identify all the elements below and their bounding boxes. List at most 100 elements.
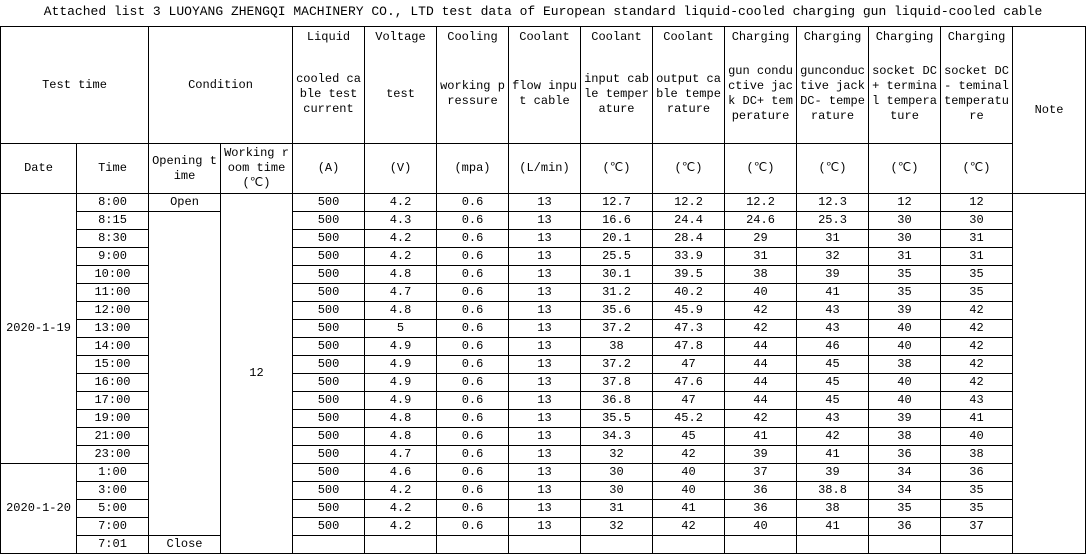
value-cell: 39 <box>868 409 941 428</box>
data-row: 3:00 500 4.2 0.6 13 30 40 36 38.8 34 35 <box>1 481 1086 500</box>
column-label: Coolant <box>663 30 714 44</box>
value-cell: 35.6 <box>580 301 653 320</box>
value-cell: 30 <box>940 211 1013 230</box>
value-cell <box>796 535 869 554</box>
value-cell: 47.8 <box>652 337 725 356</box>
value-cell: 31 <box>868 247 941 266</box>
column-label: Charging <box>947 30 1006 44</box>
value-cell: 45 <box>652 427 725 446</box>
data-row: 19:00 500 4.8 0.6 13 35.5 45.2 42 43 39 41 <box>1 409 1086 428</box>
value-cell: 500 <box>292 481 365 500</box>
value-cell: 13 <box>508 265 581 284</box>
header-row: Date Time Opening time Working room time(℃)… <box>0 143 1086 194</box>
opening-cell: Close <box>148 535 221 554</box>
header-cell: Date <box>0 143 77 194</box>
value-cell: 37.2 <box>580 319 653 338</box>
time-cell: 8:30 <box>76 229 149 248</box>
value-cell: 42 <box>796 427 869 446</box>
value-cell: 36 <box>940 463 1013 482</box>
value-cell: 500 <box>292 301 365 320</box>
column-label: Charging <box>875 30 934 44</box>
value-cell: 45 <box>796 355 869 374</box>
value-cell: 500 <box>292 193 365 212</box>
value-cell: 39 <box>796 265 869 284</box>
value-cell: 41 <box>940 409 1013 428</box>
data-row: 12:00 500 4.8 0.6 13 35.6 45.9 42 43 39 42 <box>1 301 1086 320</box>
value-cell: 4.2 <box>364 499 437 518</box>
value-cell: 4.9 <box>364 391 437 410</box>
column-description: gun conductive jack DC+ temperature <box>728 64 793 123</box>
value-cell: 0.6 <box>436 481 509 500</box>
value-cell: 500 <box>292 499 365 518</box>
value-cell: 25.3 <box>796 211 869 230</box>
value-cell <box>724 535 797 554</box>
value-cell <box>652 535 725 554</box>
value-cell: 36.8 <box>580 391 653 410</box>
value-cell: 500 <box>292 355 365 374</box>
value-cell: 4.9 <box>364 373 437 392</box>
note-cell <box>1012 193 1086 554</box>
value-cell: 13 <box>508 499 581 518</box>
value-cell: 45 <box>796 373 869 392</box>
column-description: test <box>386 86 415 101</box>
value-cell: 45.2 <box>652 409 725 428</box>
value-cell: 31 <box>940 229 1013 248</box>
value-cell <box>940 535 1013 554</box>
column-description: cooled cable test current <box>296 71 361 116</box>
value-cell: 47.6 <box>652 373 725 392</box>
value-cell: 37 <box>724 463 797 482</box>
value-cell: 40 <box>868 319 941 338</box>
value-cell: 37.2 <box>580 355 653 374</box>
value-cell: 31 <box>724 247 797 266</box>
value-cell: 12.3 <box>796 193 869 212</box>
value-cell: 16.6 <box>580 211 653 230</box>
value-cell: 35 <box>940 481 1013 500</box>
value-cell: 42 <box>940 373 1013 392</box>
value-cell: 13 <box>508 211 581 230</box>
value-cell: 31.2 <box>580 283 653 302</box>
value-cell: 4.8 <box>364 265 437 284</box>
unit-cell: (V) <box>364 143 437 194</box>
value-cell: 13 <box>508 463 581 482</box>
column-label: Cooling <box>447 30 498 44</box>
opening-cell: Open <box>148 193 221 212</box>
value-cell <box>868 535 941 554</box>
value-cell: 13 <box>508 301 581 320</box>
value-cell <box>436 535 509 554</box>
data-row: 23:00 500 4.7 0.6 13 32 42 39 41 36 38 <box>1 445 1086 464</box>
value-cell: 42 <box>940 301 1013 320</box>
value-cell: 13 <box>508 409 581 428</box>
value-cell: 40.2 <box>652 283 725 302</box>
value-cell: 32 <box>580 445 653 464</box>
value-cell <box>580 535 653 554</box>
value-cell: 43 <box>796 409 869 428</box>
value-cell: 0.6 <box>436 373 509 392</box>
column-header: Cooling working pressure <box>436 26 509 144</box>
value-cell: 37.8 <box>580 373 653 392</box>
value-cell: 42 <box>724 319 797 338</box>
value-cell: 39.5 <box>652 265 725 284</box>
value-cell: 13 <box>508 319 581 338</box>
time-cell: 12:00 <box>76 301 149 320</box>
value-cell: 35.5 <box>580 409 653 428</box>
time-cell: 10:00 <box>76 265 149 284</box>
value-cell: 500 <box>292 229 365 248</box>
time-cell: 1:00 <box>76 463 149 482</box>
value-cell: 0.6 <box>436 265 509 284</box>
value-cell <box>292 535 365 554</box>
value-cell: 31 <box>580 499 653 518</box>
value-cell: 4.9 <box>364 337 437 356</box>
value-cell: 40 <box>724 517 797 536</box>
value-cell: 13 <box>508 337 581 356</box>
value-cell: 40 <box>940 427 1013 446</box>
value-cell: 41 <box>724 427 797 446</box>
time-cell: 21:00 <box>76 427 149 446</box>
header-cell: Time <box>76 143 149 194</box>
value-cell: 4.2 <box>364 229 437 248</box>
value-cell: 34 <box>868 463 941 482</box>
value-cell: 37 <box>940 517 1013 536</box>
title: Attached list 3 LUOYANG ZHENGQI MACHINER… <box>43 4 1043 19</box>
value-cell: 41 <box>796 445 869 464</box>
value-cell: 0.6 <box>436 337 509 356</box>
value-cell: 42 <box>940 319 1013 338</box>
